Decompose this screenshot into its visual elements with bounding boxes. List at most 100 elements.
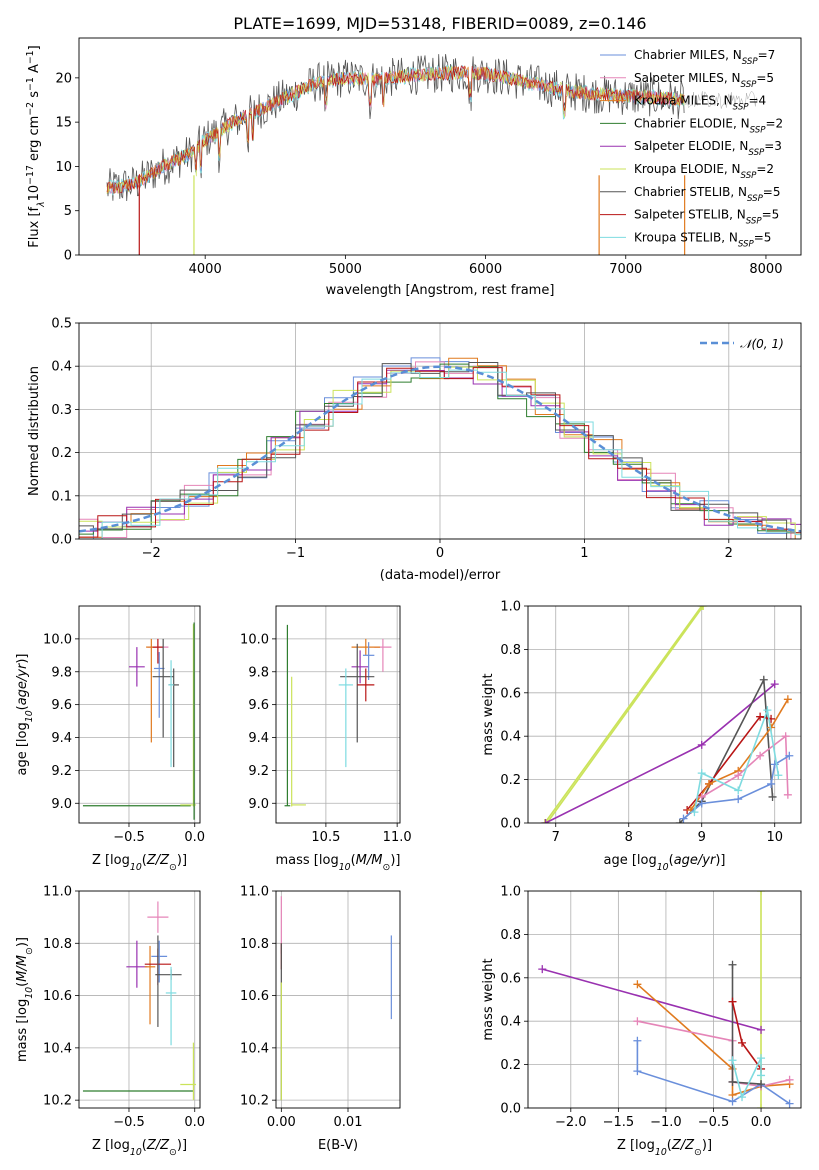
residuals-xtick-label: −2: [142, 546, 161, 561]
mass_vs_ebv-ytick-label: 10.2: [240, 1094, 269, 1109]
age_vs_mass-ytick-label: 9.6: [248, 698, 269, 713]
age-vs-z-xlabel: Z [log10(Z/Z⊙)]: [92, 853, 187, 873]
age_vs_z-ytick-label: 9.6: [51, 698, 72, 713]
sfh_z-point-salpeter_stelib: [728, 997, 737, 1006]
spectrum-panel: 4000 5000 6000 7000 8000 0 5 10 15 20 Chabrier MIL…: [25, 37, 802, 298]
age-vs-mass-xlabel: mass [log10(M/M⊙)]: [276, 853, 401, 873]
sfh_age-point-kroupa_stelib: [697, 769, 706, 778]
sfh_age-point-chabrier_miles: [679, 814, 688, 823]
sfh_age-point-salpeter_miles: [734, 771, 743, 780]
sfh_age-point-chabrier_miles: [785, 751, 794, 760]
sfh_z-ytick-label: 0.4: [500, 1015, 521, 1030]
age_vs_z-frame: [78, 605, 201, 824]
sfh_age-ytick-label: 0.4: [500, 730, 521, 745]
sfh_age-series-salpeter_elodie: [545, 683, 776, 823]
spectrum-ytick-label: 5: [64, 204, 72, 219]
sfh_age-xtick-label: 9: [698, 830, 706, 845]
spectrum-xtick-label: 5000: [329, 262, 362, 277]
sfh_age-point-kroupa_elodie: [540, 819, 549, 823]
age_vs_mass-xtick-label: 10.5: [311, 830, 340, 845]
sfh_z-point-chabrier_miles: [728, 1097, 737, 1106]
age_vs_z-ytick-label: 9.0: [51, 797, 72, 812]
sfh_z-point-chabrier_miles: [633, 1036, 642, 1045]
spectrum-xtick-label: 7000: [609, 262, 642, 277]
sfh_z-series-salpeter_elodie: [542, 968, 762, 1031]
residuals-xtick-label: 2: [725, 546, 733, 561]
sfh_age-ytick-label: 0.0: [500, 817, 521, 832]
sfh_age-xtick-label: 10: [766, 830, 783, 845]
sfh_z-point-kroupa_elodie: [757, 891, 766, 895]
mass_vs_ebv-plot-area: [276, 891, 400, 1108]
mass_vs_z-xtick-label: 0.0: [184, 1115, 205, 1130]
residuals-ytick-label: 0.5: [51, 317, 72, 332]
sfh_z-point-kroupa_stelib: [757, 1054, 766, 1063]
mass-vs-z-xlabel: Z [log10(Z/Z⊙)]: [92, 1138, 187, 1158]
sfh_z-xtick-label: −1.0: [650, 1115, 682, 1130]
sfh_z-ytick-label: 0.6: [500, 971, 521, 986]
age_vs_z-ytick-label: 10.0: [43, 632, 72, 647]
sfh_age-xtick-label: 7: [552, 830, 560, 845]
spectrum-ytick-label: 0: [64, 249, 72, 264]
age_vs_z-ytick-label: 9.4: [51, 731, 72, 746]
sfh_z-point-kroupa_stelib: [728, 1056, 737, 1065]
sfh_z-point-salpeter_elodie: [757, 1025, 766, 1034]
residuals-ytick-label: 0.1: [51, 489, 72, 504]
legend-label-salpeter_miles: Salpeter MILES, NSSP=5: [634, 71, 774, 90]
residuals-xlabel: (data-model)/error: [380, 568, 501, 583]
mass_vs_z-ytick-label: 10.2: [43, 1094, 72, 1109]
residuals-plot-area: [79, 323, 801, 539]
sfh_z-point-chabrier_stelib: [728, 960, 737, 969]
sfh_age-series-chabrier_miles: [682, 755, 790, 820]
sfh_age-point-salpeter_elodie: [770, 680, 779, 689]
sfh_age-point-chabrier_stelib: [768, 792, 777, 801]
sfh_age-xtick-label: 8: [625, 830, 633, 845]
spectrum-plot-area: [106, 54, 759, 255]
histogram-salpeter_stelib: [79, 367, 801, 538]
mass_vs_ebv-panel: 0.00 0.01 10.2 10.4 10.6 10.8 11.0 E(B-V): [240, 885, 401, 1153]
sfh_z-point-kroupa_stelib: [738, 1093, 747, 1102]
sfh_age-point-kroupa_miles: [783, 695, 792, 704]
sfh_age-series-kroupa_stelib: [693, 707, 780, 813]
sfh_age-point-chabrier_miles: [767, 779, 776, 788]
legend-label-kroupa_miles: Kroupa MILES, NSSP=4: [634, 94, 766, 113]
figure-title: PLATE=1699, MJD=53148, FIBERID=0089, z=0…: [233, 14, 646, 33]
sfh_z-point-chabrier_miles: [785, 1099, 794, 1108]
age_vs_mass-ytick-label: 9.0: [248, 797, 269, 812]
age_vs_z-plot-area: [79, 606, 200, 823]
sfh_age-point-salpeter_miles: [756, 751, 765, 760]
sfh_z-point-salpeter_miles: [633, 1017, 642, 1026]
sfh_z-xtick-label: 0.0: [751, 1115, 772, 1130]
sfh_age-point-chabrier_miles: [697, 799, 706, 808]
sfh-z-ylabel: mass weight: [481, 958, 496, 1040]
sfh_z-ytick-label: 0.8: [500, 928, 521, 943]
mass_vs_z-ytick-label: 11.0: [43, 885, 72, 900]
residuals-xtick-label: −1: [286, 546, 305, 561]
legend-label-chabrier_elodie: Chabrier ELODIE, NSSP=2: [634, 116, 783, 135]
mass-vs-z-ylabel: mass [log10(M/M⊙)]: [15, 937, 35, 1062]
sfh_z-plot-area: [528, 891, 801, 1108]
sfh_age-point-chabrier_stelib: [675, 819, 684, 823]
histogram-chabrier_stelib: [79, 362, 801, 539]
age_vs_z-ytick-label: 9.8: [51, 665, 72, 680]
age_vs_mass-ytick-label: 10.0: [240, 632, 269, 647]
residuals-panel: −2 −1 0 1 2 0.0 0.1 0.2 0.3 0.4 0.5 𝒩(0, 1) (data-mo…: [27, 317, 802, 583]
legend-label-chabrier_stelib: Chabrier STELIB, NSSP=5: [634, 185, 781, 204]
sfh_age-ytick-label: 0.8: [500, 643, 521, 658]
age-vs-z-ylabel: age [log10(age/yr)]: [15, 653, 35, 775]
age_vs_mass-ytick-label: 9.4: [248, 731, 269, 746]
legend-label-kroupa_stelib: Kroupa STELIB, NSSP=5: [634, 230, 771, 249]
sfh_z-point-salpeter_elodie: [538, 965, 547, 974]
mass_vs_ebv-ytick-label: 10.4: [240, 1041, 269, 1056]
histogram-kroupa_stelib: [79, 369, 801, 539]
sfh_z-point-chabrier_miles: [633, 1067, 642, 1076]
spectrum-line-extension: [684, 90, 759, 109]
sfh_age-point-kroupa_miles: [705, 779, 714, 788]
mass_vs_z-plot-area: [79, 891, 200, 1108]
age_vs_z-panel: −0.5 0.0 9.0 9.2 9.4 9.6 9.8 10.0 Z [log10(Z/Z⊙)…: [15, 605, 205, 873]
sfh-age-xlabel: age [log10(age/yr)]: [603, 853, 725, 873]
sfh_age-point-salpeter_elodie: [697, 740, 706, 749]
age_vs_mass-frame: [275, 605, 401, 824]
spectrum-xlabel: wavelength [Angstrom, rest frame]: [326, 283, 555, 298]
sfh_age-point-kroupa_elodie: [699, 606, 708, 610]
